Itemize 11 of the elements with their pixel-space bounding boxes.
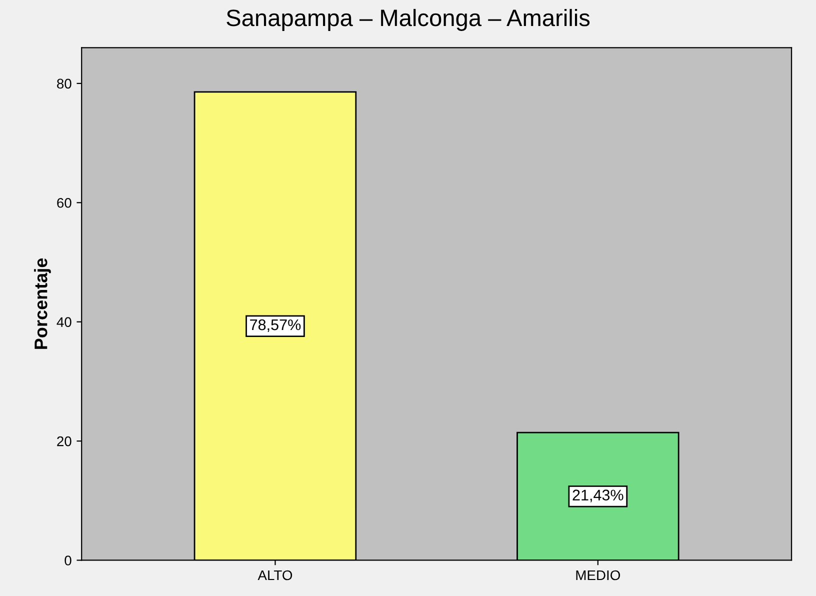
y-tick-label: 20 — [57, 436, 72, 446]
data-label: 78,57% — [250, 319, 301, 332]
y-tick-label: 40 — [56, 317, 72, 328]
y-tick-label: 80 — [57, 78, 72, 89]
y-tick-label: 0 — [64, 556, 72, 566]
x-tick-label: ALTO — [258, 570, 292, 580]
x-tick-label: MEDIO — [576, 570, 620, 580]
chart-title: Sanapampa – Malconga – Amarilis — [226, 8, 590, 31]
y-axis-title: Porcentaje — [34, 258, 51, 349]
data-label: 21,43% — [572, 490, 624, 502]
y-tick-label: 60 — [57, 198, 72, 208]
